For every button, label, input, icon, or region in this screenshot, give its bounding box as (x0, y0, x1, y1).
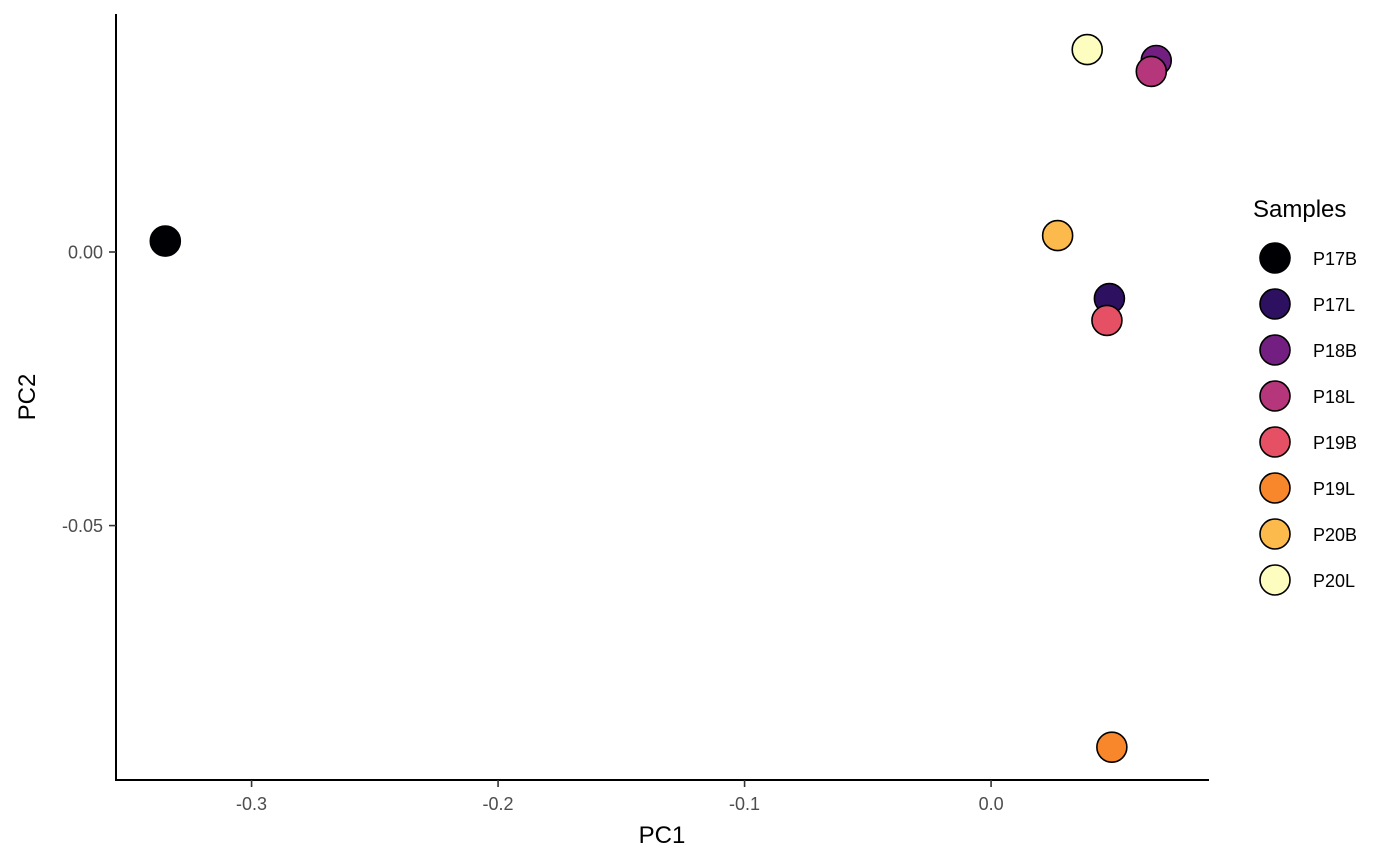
legend-key-p20b (1259, 518, 1291, 550)
legend-label-p17l: P17L (1313, 295, 1355, 315)
point-p18l (1135, 55, 1168, 88)
x-tick-label: -0.1 (729, 794, 760, 814)
y-axis-title: PC2 (14, 374, 41, 421)
legend-title: Samples (1253, 196, 1346, 223)
legend: Samples P17B P17L P18B P18L P19B P19L P20B P20L (1253, 196, 1357, 596)
x-tick-label: -0.3 (236, 794, 267, 814)
legend-key-p20l (1259, 564, 1291, 596)
x-tick-label: -0.2 (483, 794, 514, 814)
point-p17b (149, 225, 182, 257)
legend-label-p18l: P18L (1313, 387, 1355, 407)
axes (115, 14, 1209, 781)
legend-key-p18l (1259, 380, 1291, 412)
legend-label-p17b: P17B (1313, 249, 1357, 269)
point-p19b (1091, 304, 1123, 337)
legend-key-p17l (1259, 288, 1291, 320)
legend-key-p18b (1259, 334, 1291, 366)
legend-key-p19b (1259, 426, 1291, 458)
y-tick-label: 0.00 (68, 243, 103, 263)
y-tick-label: -0.05 (62, 516, 103, 536)
legend-label-p18b: P18B (1313, 341, 1357, 361)
x-axis-title: PC1 (639, 822, 686, 849)
legend-label-p20l: P20L (1313, 571, 1355, 591)
data-points (149, 33, 1173, 763)
legend-label-p19l: P19L (1313, 479, 1355, 499)
point-p20b (1041, 219, 1074, 252)
legend-key-p19l (1259, 472, 1291, 504)
legend-label-p19b: P19B (1313, 433, 1357, 453)
legend-label-p20b: P20B (1313, 525, 1357, 545)
point-p19l (1096, 731, 1128, 763)
x-tick-label: 0.0 (979, 794, 1004, 814)
legend-key-p17b (1259, 242, 1291, 274)
x-ticks: -0.3 -0.2 -0.1 0.0 (236, 780, 1004, 814)
point-p20l (1071, 33, 1104, 66)
legend-items: P17B P17L P18B P18L P19B P19L P20B P20L (1259, 242, 1357, 596)
y-ticks: 0.00 -0.05 (62, 243, 116, 536)
